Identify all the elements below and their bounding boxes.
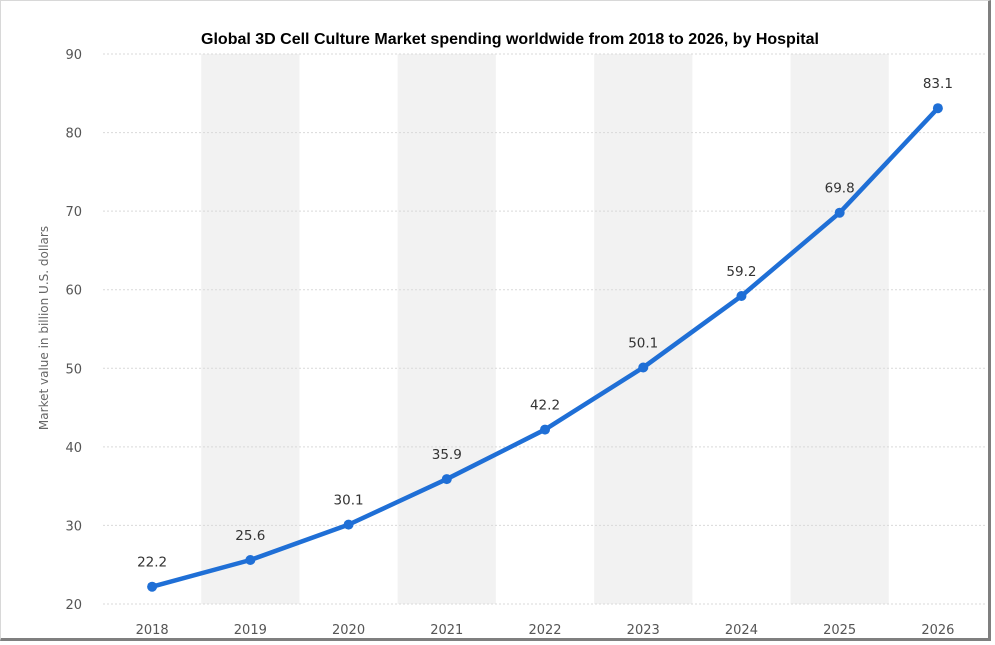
x-tick-label: 2024	[725, 623, 758, 638]
data-point-2022[interactable]	[540, 424, 550, 435]
x-axis-ticks: 2018 2019 2020 2021 2022 2023 2024 2025 2026	[136, 623, 955, 638]
data-point-2025[interactable]	[834, 207, 845, 218]
band-2023	[594, 54, 693, 604]
y-tick-label: 50	[65, 362, 82, 377]
y-axis-ticks: 20 30 40 50 60 70 80 90	[65, 48, 82, 613]
band-2019	[201, 54, 300, 604]
x-tick-label: 2018	[136, 623, 169, 638]
data-label-2024: 59.2	[726, 264, 756, 280]
data-label-2018: 22.2	[137, 555, 167, 571]
y-tick-label: 30	[65, 519, 82, 534]
y-tick-label: 70	[65, 205, 82, 220]
x-tick-label: 2022	[528, 623, 561, 638]
x-tick-label: 2026	[921, 623, 954, 638]
data-label-2025: 69.8	[825, 181, 855, 197]
y-tick-label: 60	[65, 284, 82, 299]
data-point-2019[interactable]	[245, 555, 256, 565]
band-2021	[397, 54, 496, 604]
x-tick-label: 2019	[234, 623, 267, 638]
data-label-2019: 25.6	[235, 528, 265, 544]
data-label-2020: 30.1	[334, 493, 364, 509]
data-label-2026: 83.1	[923, 76, 953, 92]
x-tick-label: 2020	[332, 623, 365, 638]
data-point-2021[interactable]	[441, 474, 452, 485]
data-point-2020[interactable]	[343, 519, 354, 530]
data-label-2022: 42.2	[530, 398, 560, 414]
x-tick-label: 2025	[823, 623, 856, 638]
chart-title: Global 3D Cell Culture Market spending w…	[201, 31, 819, 48]
y-tick-label: 80	[65, 127, 82, 142]
alternating-bands	[201, 54, 889, 604]
x-tick-label: 2023	[627, 623, 660, 638]
data-point-2024[interactable]	[736, 291, 747, 301]
y-tick-label: 40	[65, 441, 82, 456]
y-tick-label: 90	[65, 48, 82, 63]
data-label-2023: 50.1	[628, 336, 658, 352]
data-labels: 22.2 25.6 30.1 35.9 42.2 50.1 59.2 69.8 83.1	[137, 76, 953, 571]
data-point-2018[interactable]	[147, 581, 158, 592]
data-point-2023[interactable]	[638, 362, 649, 373]
data-points	[147, 103, 943, 592]
data-label-2021: 35.9	[432, 447, 462, 463]
y-axis-label: Market value in billion U.S. dollars	[37, 226, 51, 430]
band-2025	[790, 54, 889, 604]
data-point-2026[interactable]	[932, 103, 943, 114]
y-tick-label: 20	[65, 598, 82, 613]
x-tick-label: 2021	[430, 623, 463, 638]
